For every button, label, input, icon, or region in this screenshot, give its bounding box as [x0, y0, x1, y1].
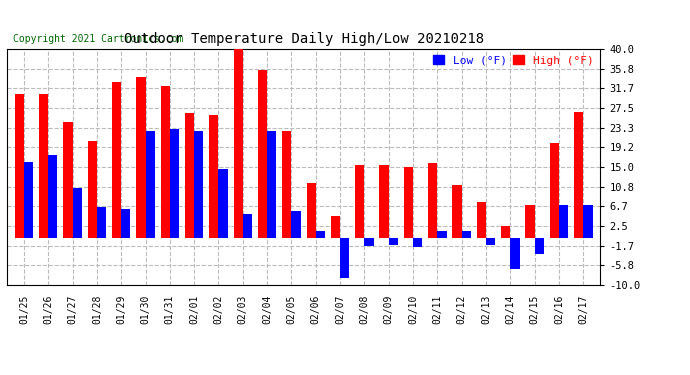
Bar	[574, 112, 583, 238]
Legend: Low (°F), High (°F): Low (°F), High (°F)	[429, 51, 598, 70]
Bar	[306, 183, 316, 238]
Bar	[364, 238, 374, 246]
Bar	[219, 169, 228, 238]
Bar	[209, 115, 219, 238]
Bar	[170, 129, 179, 238]
Bar	[48, 155, 57, 238]
Title: Outdoor Temperature Daily High/Low 20210218: Outdoor Temperature Daily High/Low 20210…	[124, 32, 484, 46]
Bar	[233, 49, 243, 238]
Bar	[63, 123, 72, 238]
Bar	[525, 205, 535, 238]
Text: Copyright 2021 Cartronics.com: Copyright 2021 Cartronics.com	[13, 34, 184, 44]
Bar	[137, 77, 146, 238]
Bar	[97, 207, 106, 238]
Bar	[185, 112, 194, 238]
Bar	[258, 69, 267, 238]
Bar	[428, 163, 437, 238]
Bar	[291, 211, 301, 238]
Bar	[88, 141, 97, 238]
Bar	[146, 132, 155, 238]
Bar	[388, 238, 398, 245]
Bar	[39, 94, 48, 238]
Bar	[121, 209, 130, 238]
Bar	[194, 132, 204, 238]
Bar	[437, 231, 446, 238]
Bar	[380, 165, 388, 238]
Bar	[24, 162, 33, 238]
Bar	[316, 231, 325, 238]
Bar	[453, 185, 462, 238]
Bar	[535, 238, 544, 254]
Bar	[486, 238, 495, 245]
Bar	[355, 165, 364, 238]
Bar	[511, 238, 520, 269]
Bar	[477, 202, 486, 238]
Bar	[72, 188, 82, 238]
Bar	[112, 82, 121, 238]
Bar	[340, 238, 349, 278]
Bar	[501, 226, 511, 238]
Bar	[282, 132, 291, 238]
Bar	[243, 214, 252, 238]
Bar	[14, 94, 24, 238]
Bar	[413, 238, 422, 247]
Bar	[404, 167, 413, 238]
Bar	[267, 132, 277, 238]
Bar	[462, 231, 471, 238]
Bar	[583, 205, 593, 238]
Bar	[559, 205, 568, 238]
Bar	[550, 143, 559, 238]
Bar	[331, 216, 340, 238]
Bar	[161, 86, 170, 238]
